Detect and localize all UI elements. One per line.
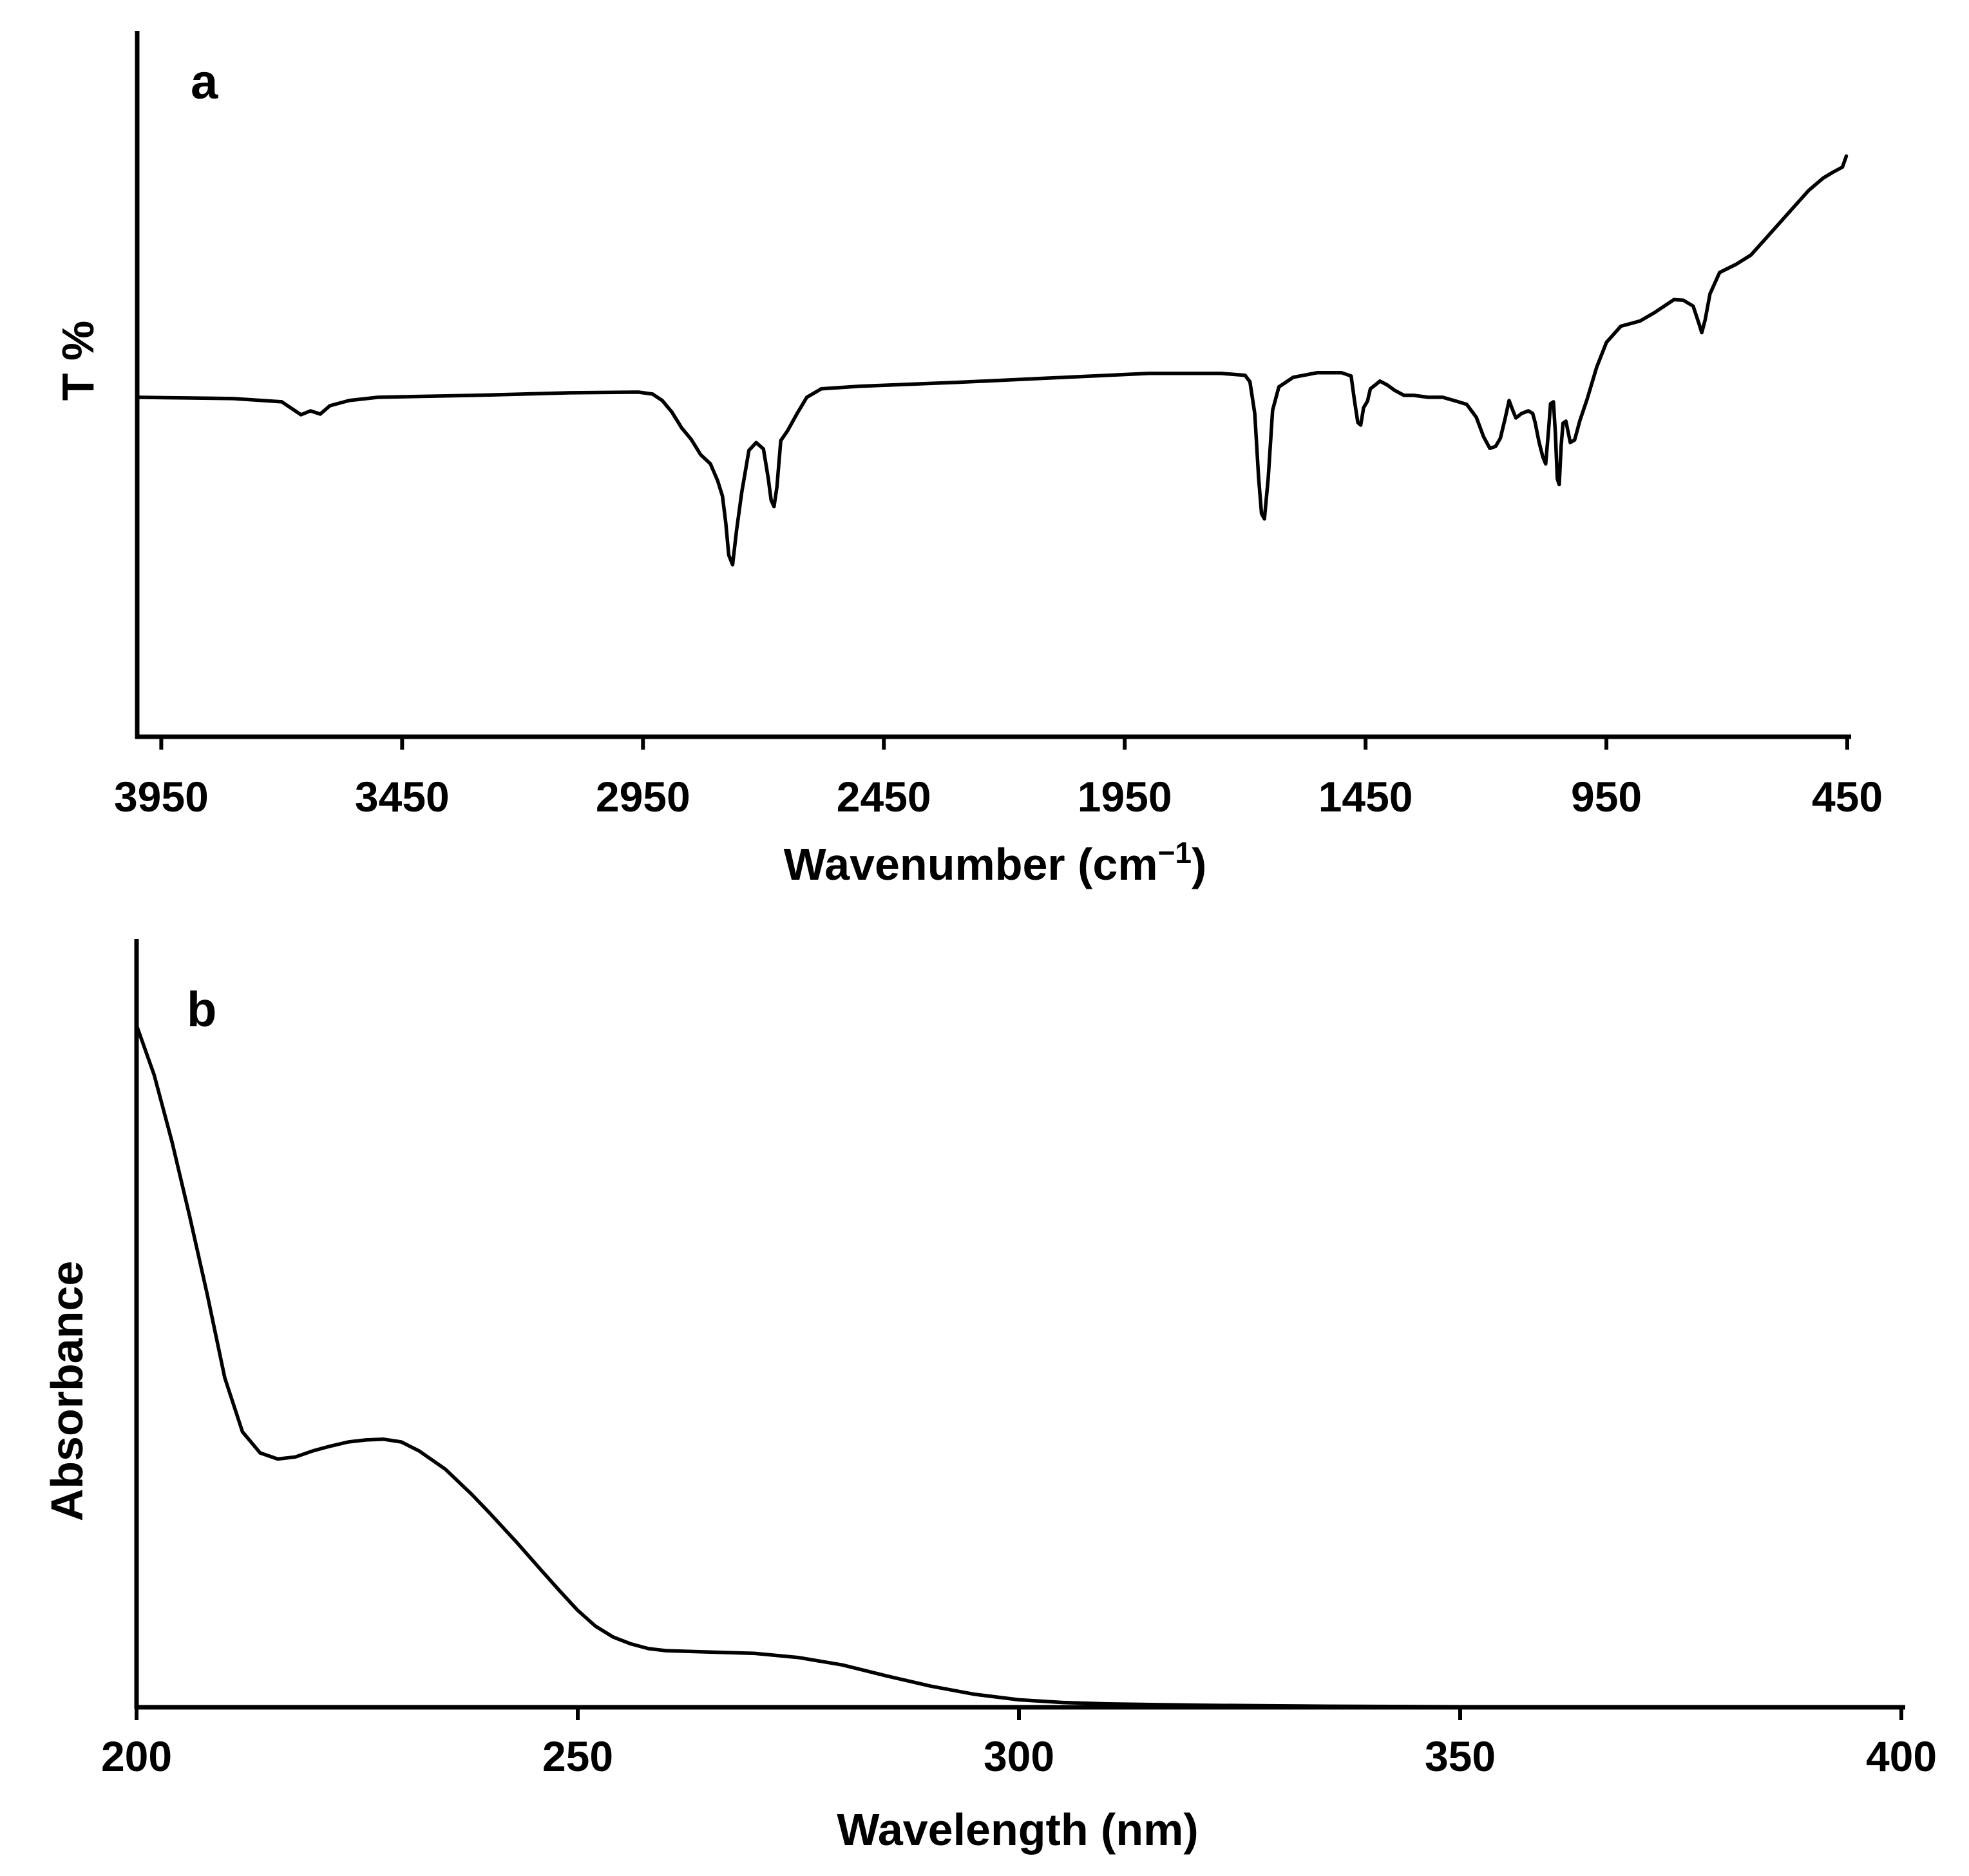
panel-a-x-tick-label-1950: 1950 [1078,773,1172,820]
panel-a-x-tick-label-2450: 2450 [837,773,931,820]
panel-a-x-axis-title-main: Wavenumber (cm [784,839,1158,889]
panel-b-x-tick-label-200: 200 [101,1732,172,1780]
panel-a-x-tick-label-450: 450 [1812,773,1883,820]
panel-b-x-axis-title: Wavelength (nm) [837,1805,1198,1855]
panel-a-x-axis-title: Wavenumber (cm−1) [784,836,1207,889]
panel-b-x-tick-label-300: 300 [984,1732,1054,1780]
panel-b-letter: b [187,982,216,1037]
panel-b-y-axis-title: Absorbance [42,1261,92,1522]
panel-a-x-axis-title-suffix: ) [1192,839,1206,889]
panel-a-x-tick-label-3450: 3450 [355,773,450,820]
panel-a: a T % Wavenumber (cm−1) 3950 3450 2950 2450… [53,31,1883,889]
panel-a-x-tick-label-1450: 1450 [1318,773,1413,820]
panel-b: b Absorbance Wavelength (nm) 200 250 300 35… [42,939,1937,1855]
panel-b-x-tick-label-400: 400 [1866,1732,1937,1780]
panel-a-ftir-series-line [135,154,1849,567]
panel-b-x-tick-label-250: 250 [542,1732,613,1780]
panel-a-y-axis-title: T % [53,321,103,401]
panel-b-x-tick-label-350: 350 [1425,1732,1496,1780]
panel-b-x-axis-ticks: 200 250 300 350 400 [101,1707,1937,1780]
panel-a-x-axis-ticks: 3950 3450 2950 2450 1950 1450 950 450 [114,737,1883,820]
panel-a-x-tick-label-2950: 2950 [596,773,690,820]
panel-a-x-axis-title-superscript: −1 [1158,836,1192,869]
panel-a-letter: a [191,55,218,109]
panel-a-x-tick-label-950: 950 [1571,773,1642,820]
panel-a-x-tick-label-3950: 3950 [114,773,209,820]
panel-b-uv-vis-series-line [135,1023,1903,1709]
